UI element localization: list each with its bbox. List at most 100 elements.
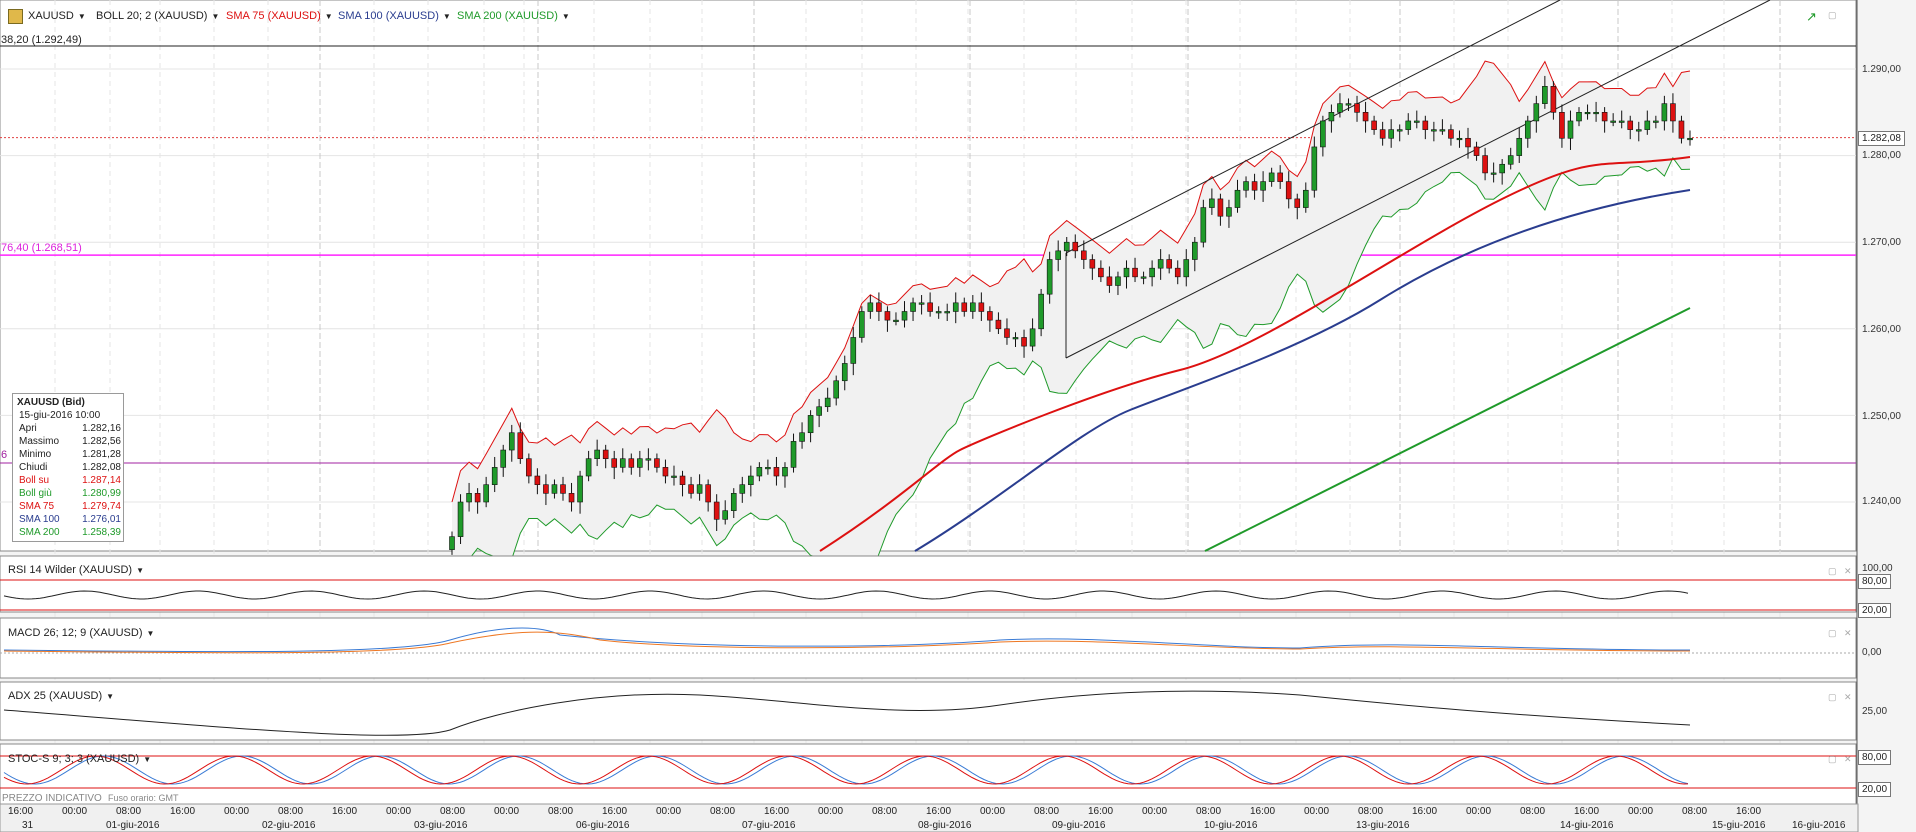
candle-body	[1661, 103, 1668, 122]
sma100-indicator-menu[interactable]: SMA 100 (XAUUSD) ▼	[338, 7, 451, 25]
candle-body	[645, 458, 652, 461]
candle-body	[1576, 112, 1582, 122]
overlay-lines	[451, 0, 1771, 586]
bollinger-band-fill	[452, 61, 1690, 586]
candle-body	[508, 432, 515, 451]
candle-body	[1115, 276, 1121, 286]
time-label: 08:00	[440, 806, 466, 817]
subpanel-plots	[3, 590, 1691, 785]
candle-body	[1601, 112, 1608, 122]
info-key: SMA 100	[19, 514, 60, 525]
stoc-menu[interactable]: STOC-S 9; 3; 3 (XAUUSD) ▼	[8, 753, 151, 765]
candle-body	[671, 475, 677, 478]
close-icon[interactable]: ✕	[1844, 628, 1852, 638]
info-value: 1.280,99	[82, 488, 121, 499]
price-tick: 1.290,00	[1862, 64, 1901, 75]
candle-body	[1678, 120, 1685, 139]
candle-body	[1132, 267, 1138, 278]
trend-icon[interactable]: ↗	[1806, 9, 1817, 24]
candle-body	[1388, 129, 1394, 139]
candle-body	[935, 311, 942, 314]
bollinger-fill	[452, 61, 1690, 586]
candle-body	[611, 458, 618, 468]
time-label: 00:00	[1142, 806, 1168, 817]
candle-body	[1473, 146, 1480, 156]
boll-indicator-menu[interactable]: BOLL 20; 2 (XAUUSD) ▼	[96, 7, 219, 25]
candle-body	[987, 311, 993, 321]
time-label: 08:00	[1520, 806, 1546, 817]
close-icon[interactable]: ✕	[1844, 754, 1852, 764]
time-label: 16:00	[602, 806, 628, 817]
sma200-indicator-menu[interactable]: SMA 200 (XAUUSD) ▼	[457, 7, 570, 25]
candle-body	[1140, 276, 1147, 279]
info-title: XAUUSD (Bid)	[17, 397, 85, 408]
info-row: SMA 200 1.258,39	[13, 526, 123, 539]
date-label: 15-giu-2016	[1712, 820, 1766, 831]
candle-body	[1687, 137, 1693, 141]
candle-body	[952, 302, 959, 312]
candle-body	[1277, 172, 1283, 182]
close-icon[interactable]: ✕	[1844, 566, 1852, 576]
adx-line	[3, 690, 1691, 736]
candle-body	[705, 484, 711, 503]
restore-icon[interactable]: ▢	[1828, 754, 1837, 764]
boll-label: BOLL 20; 2 (XAUUSD)	[96, 10, 208, 22]
stoc-panel-bg	[0, 743, 1857, 805]
time-label: 16:00	[1574, 806, 1600, 817]
price-tick: 1.260,00	[1862, 324, 1901, 335]
candle-body	[1089, 259, 1096, 269]
candle-body	[1302, 189, 1309, 208]
symbol-selector[interactable]: XAUUSD ▼	[8, 7, 86, 25]
candle-body	[551, 484, 558, 494]
date-label: 31	[22, 820, 34, 831]
candle-body	[730, 493, 737, 511]
time-label: 16:00	[332, 806, 358, 817]
candle-body	[1285, 181, 1292, 200]
candle-body	[1635, 129, 1642, 132]
info-row: Apri 1.282,16	[13, 422, 123, 435]
time-label: 00:00	[656, 806, 682, 817]
candle-body	[1431, 129, 1437, 132]
candle-body	[1012, 337, 1019, 340]
chevron-down-icon: ▼	[136, 566, 144, 575]
candle-body	[602, 449, 609, 460]
price-tick: 1.250,00	[1862, 411, 1901, 422]
date-label: 07-giu-2016	[742, 820, 796, 831]
candle-body	[1362, 112, 1369, 122]
candle-body	[1081, 250, 1087, 260]
candle-body	[1192, 241, 1198, 260]
time-label: 16:00	[170, 806, 196, 817]
restore-icon[interactable]: ▢	[1828, 628, 1837, 638]
stoc-level-hi: 80,00	[1858, 750, 1892, 765]
candle-body	[1627, 120, 1634, 130]
candle-body	[1294, 198, 1301, 208]
macd-menu[interactable]: MACD 26; 12; 9 (XAUUSD) ▼	[8, 627, 154, 639]
info-value: 1.287,14	[82, 475, 121, 486]
sma75-indicator-menu[interactable]: SMA 75 (XAUUSD) ▼	[226, 7, 333, 25]
adx-menu[interactable]: ADX 25 (XAUUSD) ▼	[8, 690, 114, 702]
info-key: SMA 200	[19, 527, 60, 538]
time-label: 08:00	[116, 806, 142, 817]
candle-body	[1448, 129, 1454, 139]
chevron-down-icon: ▼	[106, 692, 115, 701]
candle-body	[773, 467, 780, 477]
candle-body	[688, 484, 694, 494]
restore-icon[interactable]: ▢	[1828, 566, 1837, 576]
maximize-icon[interactable]: ▢	[1828, 10, 1837, 20]
candle-body	[1610, 120, 1616, 123]
candle-body	[474, 493, 481, 503]
candle-body	[1328, 112, 1335, 122]
restore-icon[interactable]: ▢	[1828, 692, 1837, 702]
fib-38-label: 38,20 (1.292,49)	[1, 34, 82, 46]
time-label: 08:00	[548, 806, 574, 817]
candle-body	[1456, 137, 1463, 141]
close-icon[interactable]: ✕	[1844, 692, 1852, 702]
time-label: 08:00	[872, 806, 898, 817]
date-label: 13-giu-2016	[1356, 820, 1410, 831]
candle-body	[978, 302, 985, 312]
sma75-label: SMA 75 (XAUUSD)	[226, 10, 321, 22]
candle-body	[790, 441, 797, 468]
rsi-menu[interactable]: RSI 14 Wilder (XAUUSD) ▼	[8, 564, 144, 576]
bollinger-upper	[451, 60, 1691, 503]
